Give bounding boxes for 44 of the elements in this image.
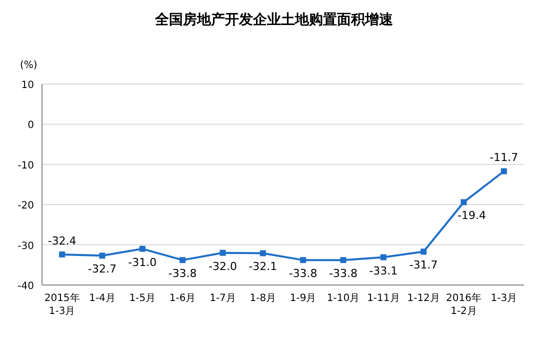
point xyxy=(420,248,427,255)
data-label: -33.8 xyxy=(168,267,197,280)
y-tick-label: -20 xyxy=(18,200,34,212)
point xyxy=(500,168,507,174)
data-label: -19.4 xyxy=(458,209,486,222)
point xyxy=(340,257,346,264)
x-tick-label: 1-6月 xyxy=(169,293,196,304)
data-label: -32.1 xyxy=(248,260,278,274)
point xyxy=(460,199,467,206)
y-tick-label: -10 xyxy=(18,160,34,172)
chart-title: 全国房地产开发企业土地购置面积增速 xyxy=(154,11,394,28)
x-tick-label: 1-5月 xyxy=(129,293,156,304)
data-label: -31.0 xyxy=(128,256,157,269)
x-tick-label: 2016年 1-2月 xyxy=(446,292,482,317)
point xyxy=(260,250,266,256)
data-label: -32.0 xyxy=(208,260,237,273)
y-tick-label: 10 xyxy=(21,80,34,91)
x-tick-label: 1-10月 xyxy=(326,293,360,304)
point xyxy=(220,250,226,256)
point xyxy=(380,254,386,260)
x-tick-label: 1-3月 xyxy=(490,293,518,304)
data-label: -32.7 xyxy=(88,262,116,276)
point xyxy=(300,257,306,264)
x-tick-label: 1-9月 xyxy=(290,293,316,304)
data-label: -32.4 xyxy=(48,234,76,248)
x-tick-label: 1-12月 xyxy=(407,293,440,304)
x-tick-label: 2015年 1-3月 xyxy=(44,292,80,317)
x-tick-label: 1-4月 xyxy=(89,293,116,304)
data-label: -11.7 xyxy=(490,151,518,164)
point xyxy=(139,246,146,252)
x-tick-label: 1-11月 xyxy=(367,293,400,304)
y-axis-title: (%) xyxy=(20,60,38,71)
x-tick-label: 1-8月 xyxy=(250,293,276,304)
data-label: -33.8 xyxy=(288,267,318,280)
data-label: -31.7 xyxy=(409,258,438,272)
y-tick-label: 0 xyxy=(28,120,34,132)
point xyxy=(99,252,106,259)
data-label: -33.8 xyxy=(329,267,358,280)
y-tick-label: -30 xyxy=(18,240,34,252)
data-label: -33.1 xyxy=(369,264,398,278)
y-tick-label: -40 xyxy=(18,281,34,292)
x-tick-label: 1-7月 xyxy=(210,293,236,304)
point xyxy=(180,257,186,264)
point xyxy=(59,251,66,258)
